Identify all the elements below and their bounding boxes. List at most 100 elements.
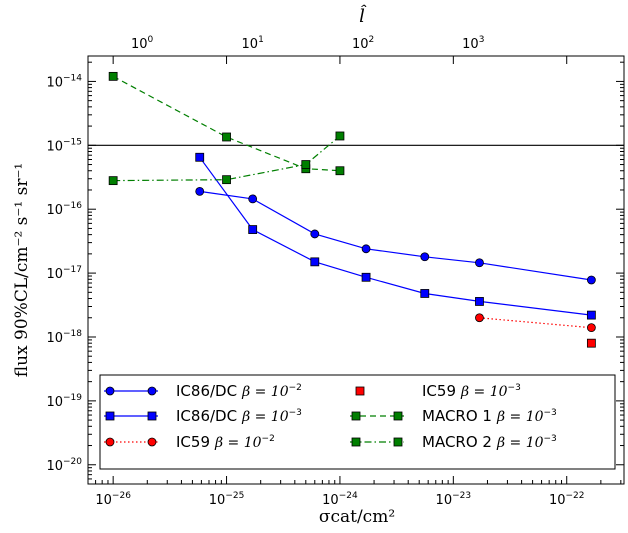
top-tick-label: 103 (462, 35, 484, 52)
legend-series-name: MACRO 1 (422, 407, 492, 425)
plot-frame (87, 55, 625, 485)
y-tick-label: 10−20 (46, 457, 82, 474)
legend-label: IC86/DC β = 10−2 (176, 382, 302, 400)
top-tick-label: 100 (131, 35, 154, 52)
legend-beta: β = 10 (460, 384, 508, 400)
legend-beta: β = 10 (496, 435, 544, 451)
series-layer (108, 71, 596, 348)
series-3 (586, 338, 596, 348)
legend-beta: β = 10 (241, 384, 289, 400)
legend-beta: β = 10 (496, 409, 544, 425)
legend-marker (147, 411, 157, 421)
legend-marker (351, 411, 361, 421)
data-point (420, 289, 430, 298)
x-tick-label: 10−24 (322, 491, 358, 508)
legend-beta-exp: −3 (544, 408, 557, 418)
top-tick-label: 101 (242, 35, 264, 52)
series-2 (475, 313, 596, 333)
y-tick-label: 10−18 (46, 329, 82, 346)
y-tick-label: 10−17 (46, 265, 82, 282)
x-tick-label: 10−25 (209, 491, 245, 508)
data-point (248, 225, 258, 234)
data-point (475, 258, 484, 268)
legend-marker (105, 437, 115, 447)
data-point (586, 275, 596, 285)
legend-marker (355, 386, 365, 396)
top-axis-title: l̂ (359, 4, 367, 27)
legend-marker (147, 437, 157, 447)
data-point (195, 152, 205, 162)
legend-label: IC86/DC β = 10−3 (176, 407, 302, 425)
legend-marker (351, 437, 361, 447)
y-tick-label: 10−19 (46, 393, 82, 410)
data-point (586, 323, 596, 333)
legend-entry: IC59 β = 10−3 (355, 382, 521, 400)
data-point (475, 313, 484, 323)
data-point (361, 244, 371, 254)
x-tick-label: 10−26 (95, 491, 131, 508)
legend-label: IC59 β = 10−2 (176, 433, 275, 451)
data-point (420, 252, 430, 262)
series-line (199, 156, 592, 316)
data-point (586, 310, 596, 320)
axis-ticks: 10−26 10−25 10−24 10−23 10−22 10−14 10−15 10−16… (46, 35, 624, 508)
x-axis-title: σcat/cm² (319, 507, 395, 527)
top-tick-label: 102 (352, 35, 374, 52)
series-line (112, 75, 340, 172)
series-5 (108, 131, 345, 186)
legend-entry: IC59 β = 10−2 (104, 433, 275, 451)
series-1 (195, 152, 596, 320)
series-0 (195, 186, 596, 285)
data-point (248, 194, 258, 204)
legend-entry: IC86/DC β = 10−2 (104, 382, 302, 400)
data-point (195, 186, 205, 196)
series-line (113, 135, 341, 182)
y-tick-label: 10−15 (46, 137, 82, 154)
legend-beta: β = 10 (241, 409, 289, 425)
legend-beta: β = 10 (214, 435, 262, 451)
y-tick-label: 10−14 (46, 73, 82, 90)
legend-beta-exp: −3 (289, 408, 302, 418)
legend-marker (393, 411, 403, 421)
series-line (479, 317, 592, 329)
data-point (222, 132, 231, 142)
legend-marker (105, 411, 115, 421)
legend-marker (105, 386, 115, 396)
data-point (108, 71, 118, 81)
x-tick-label: 10−23 (436, 491, 472, 508)
data-point (222, 175, 231, 185)
data-point (475, 297, 484, 306)
y-axis-title: flux 90%CL/cm⁻² s⁻¹ sr⁻¹ (12, 163, 32, 377)
legend-series-name: MACRO 2 (422, 433, 492, 451)
legend-series-name: IC86/DC (176, 382, 237, 400)
series-4 (108, 71, 345, 176)
legend-beta-exp: −2 (289, 383, 302, 393)
series-line (199, 190, 592, 281)
legend-beta-exp: −3 (544, 434, 557, 444)
data-point (586, 338, 596, 348)
data-point (301, 160, 311, 169)
legend-entry: IC86/DC β = 10−3 (104, 407, 302, 425)
data-point (310, 257, 320, 267)
data-point (335, 166, 345, 176)
legend-marker (147, 386, 157, 396)
legend-beta-exp: −2 (262, 434, 275, 444)
legend-beta-exp: −3 (508, 383, 521, 393)
data-point (361, 272, 371, 282)
legend-series-name: IC59 (176, 433, 210, 451)
y-tick-label: 10−16 (46, 201, 82, 218)
data-point (310, 229, 320, 239)
legend-series-name: IC86/DC (176, 407, 237, 425)
x-tick-label: 10−22 (549, 491, 585, 508)
data-point (335, 131, 345, 141)
legend-label: IC59 β = 10−3 (422, 382, 521, 400)
data-point (108, 176, 118, 186)
legend-series-name: IC59 (422, 382, 456, 400)
legend-marker (393, 437, 403, 447)
